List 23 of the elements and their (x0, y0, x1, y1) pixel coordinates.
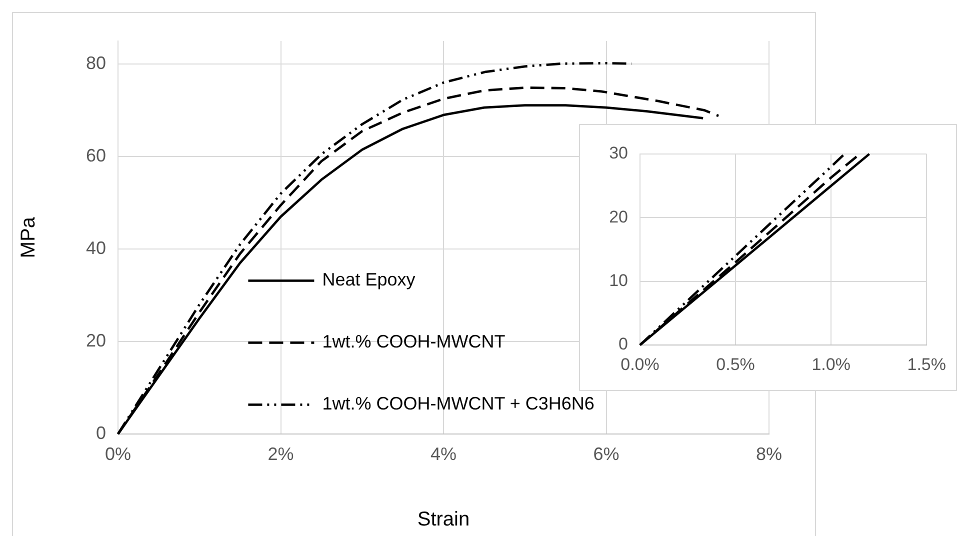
y-tick-label: 20 (609, 207, 628, 226)
y-tick-label: 40 (86, 238, 106, 258)
x-tick-label: 1.0% (812, 354, 850, 374)
y-tick-label: 80 (86, 53, 106, 74)
legend-label: Neat Epoxy (322, 270, 416, 290)
legend-label: 1wt.% COOH-MWCNT (322, 332, 506, 352)
legend-label: 1wt.% COOH-MWCNT + C3H6N6 (322, 394, 594, 414)
x-tick-label: 0.5% (716, 354, 755, 374)
y-tick-label: 60 (86, 146, 106, 166)
x-tick-label: 4% (430, 444, 457, 464)
x-tick-label: 0% (104, 444, 132, 464)
y-tick-label: 30 (609, 144, 628, 163)
x-tick-label: 1.5% (907, 354, 946, 374)
y-tick-label: 0 (618, 334, 628, 354)
y-tick-label: 20 (86, 330, 106, 350)
y-axis-title: MPa (18, 216, 40, 258)
x-tick-label: 0.0% (620, 354, 660, 374)
x-tick-label: 8% (756, 444, 782, 464)
x-axis-title: Strain (417, 508, 470, 531)
y-tick-label: 0 (96, 422, 106, 443)
y-tick-label: 10 (609, 271, 628, 290)
x-tick-label: 2% (268, 444, 294, 464)
x-tick-label: 6% (593, 444, 620, 464)
